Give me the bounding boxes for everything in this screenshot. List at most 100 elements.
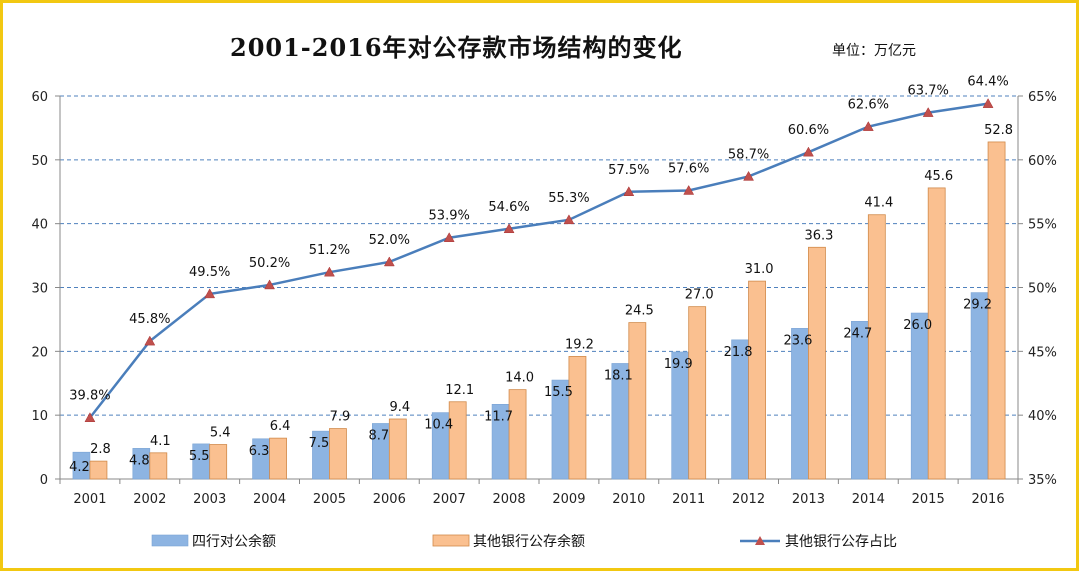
ratio-marker: [84, 412, 96, 422]
bars: [72, 141, 1006, 480]
legend-swatch-four-banks: [151, 534, 189, 547]
ratio-marker: [623, 186, 635, 196]
bar-other-banks: [269, 437, 287, 480]
bar-label-other-banks: 6.4: [270, 419, 291, 434]
x-tick-label: 2001: [73, 492, 106, 507]
ratio-marker: [144, 335, 156, 346]
bar-other-banks: [927, 187, 946, 480]
x-tick-label: 2006: [373, 492, 406, 507]
bar-label-other-banks: 5.4: [210, 426, 231, 441]
bar-label-four-banks: 18.1: [604, 368, 633, 383]
x-tick-label: 2011: [672, 492, 705, 507]
ratio-marker: [264, 279, 275, 290]
ratio-label: 57.5%: [608, 163, 649, 178]
legend-label-four-banks: 四行对公余额: [192, 533, 276, 550]
y-left-tick-label: 60: [31, 90, 48, 105]
legend-label-other-banks: 其他银行公存余额: [473, 533, 585, 550]
ratio-label: 57.6%: [668, 161, 709, 176]
bar-label-other-banks: 27.0: [685, 288, 714, 303]
ratio-marker: [443, 232, 455, 242]
y-right-tick-label: 65%: [1028, 90, 1057, 105]
ratio-label: 53.9%: [429, 209, 470, 224]
x-tick-label: 2004: [253, 492, 286, 507]
ratio-label: 54.6%: [488, 200, 529, 215]
x-tick-label: 2012: [732, 492, 765, 507]
x-tick-label: 2003: [193, 492, 226, 507]
y-right-tick-label: 45%: [1028, 345, 1057, 360]
bar-label-other-banks: 36.3: [804, 228, 833, 243]
ratio-label: 64.4%: [967, 75, 1008, 90]
bar-label-other-banks: 31.0: [745, 262, 774, 277]
y-right-tick-label: 40%: [1028, 409, 1057, 424]
bar-label-other-banks: 9.4: [389, 400, 410, 415]
x-tick-label: 2002: [133, 492, 166, 507]
x-tick-label: 2015: [912, 492, 945, 507]
bar-other-banks: [987, 141, 1006, 480]
bar-label-other-banks: 52.8: [984, 123, 1013, 138]
bar-other-banks: [688, 306, 707, 480]
y-right-tick-label: 50%: [1028, 282, 1057, 297]
bar-label-other-banks: 4.1: [150, 434, 171, 449]
x-tick-label: 2009: [552, 492, 585, 507]
ratio-marker: [683, 184, 695, 195]
y-right-tick-label: 35%: [1028, 473, 1057, 488]
bar-other-banks: [89, 460, 108, 480]
bar-other-banks: [388, 418, 407, 480]
bar-other-banks: [149, 452, 168, 480]
ratio-marker: [383, 256, 395, 267]
ratio-marker: [503, 223, 515, 234]
y-left-tick-label: 20: [31, 345, 48, 360]
x-tick-label: 2010: [612, 492, 645, 507]
ratio-label: 62.6%: [848, 98, 889, 113]
ratio-marker: [563, 214, 575, 225]
x-tick-label: 2005: [313, 492, 346, 507]
legend-marker-ratio: [755, 536, 765, 545]
bar-label-other-banks: 19.2: [565, 337, 594, 352]
bar-label-four-banks: 26.0: [903, 318, 932, 333]
bar-label-four-banks: 4.2: [69, 460, 90, 475]
bar-label-four-banks: 23.6: [783, 333, 812, 348]
ratio-label: 58.7%: [728, 147, 769, 162]
bar-label-four-banks: 8.7: [368, 428, 389, 443]
ratio-label: 52.0%: [369, 233, 410, 248]
bar-other-banks: [748, 280, 766, 480]
ratio-label: 45.8%: [129, 312, 170, 327]
y-left-tick-label: 50: [31, 154, 48, 169]
bar-label-four-banks: 15.5: [544, 385, 573, 400]
bar-four-banks: [851, 321, 869, 480]
data-labels: 4.22.8 4.84.1 5.55.4 6.36.4 7.57.9 8.79.4 10.4…: [69, 75, 1013, 475]
y-left-tick-label: 10: [31, 409, 48, 424]
bar-four-banks: [910, 312, 929, 480]
bar-label-four-banks: 21.8: [724, 345, 753, 360]
y-left-tick-label: 40: [31, 218, 48, 233]
x-tick-label: 2016: [972, 492, 1005, 507]
ratio-marker: [922, 107, 934, 117]
legend-swatch-other-banks: [432, 534, 470, 547]
ratio-marker: [862, 121, 874, 131]
bar-other-banks: [808, 246, 826, 480]
bar-label-four-banks: 6.3: [249, 444, 270, 459]
y-left-tick-label: 30: [31, 282, 48, 297]
legend-label-ratio: 其他银行公存占比: [785, 534, 897, 550]
ratio-label: 60.6%: [788, 123, 829, 138]
bar-label-other-banks: 2.8: [90, 442, 111, 457]
bar-other-banks: [867, 214, 886, 480]
ratio-marker: [743, 170, 754, 181]
ratio-marker: [803, 146, 814, 157]
bar-label-four-banks: 5.5: [189, 449, 210, 464]
legend: 四行对公余额 其他银行公存余额 其他银行公存占比: [151, 533, 897, 550]
bar-other-banks: [628, 322, 647, 480]
ratio-label: 63.7%: [908, 84, 949, 99]
axes: 0 10 20 30 40 50 60 35% 40% 45% 50% 55% 60% 65% 2001 20…: [31, 90, 1056, 507]
bar-label-four-banks: 10.4: [424, 418, 453, 433]
ratio-label: 50.2%: [249, 256, 290, 271]
bar-four-banks: [970, 292, 989, 480]
x-tick-label: 2007: [433, 492, 466, 507]
ratio-marker: [982, 98, 994, 108]
x-tick-label: 2013: [792, 492, 825, 507]
ratio-label: 51.2%: [309, 243, 350, 258]
bar-other-banks: [209, 444, 228, 480]
ratio-marker: [324, 266, 335, 277]
bar-label-four-banks: 4.8: [129, 453, 150, 468]
